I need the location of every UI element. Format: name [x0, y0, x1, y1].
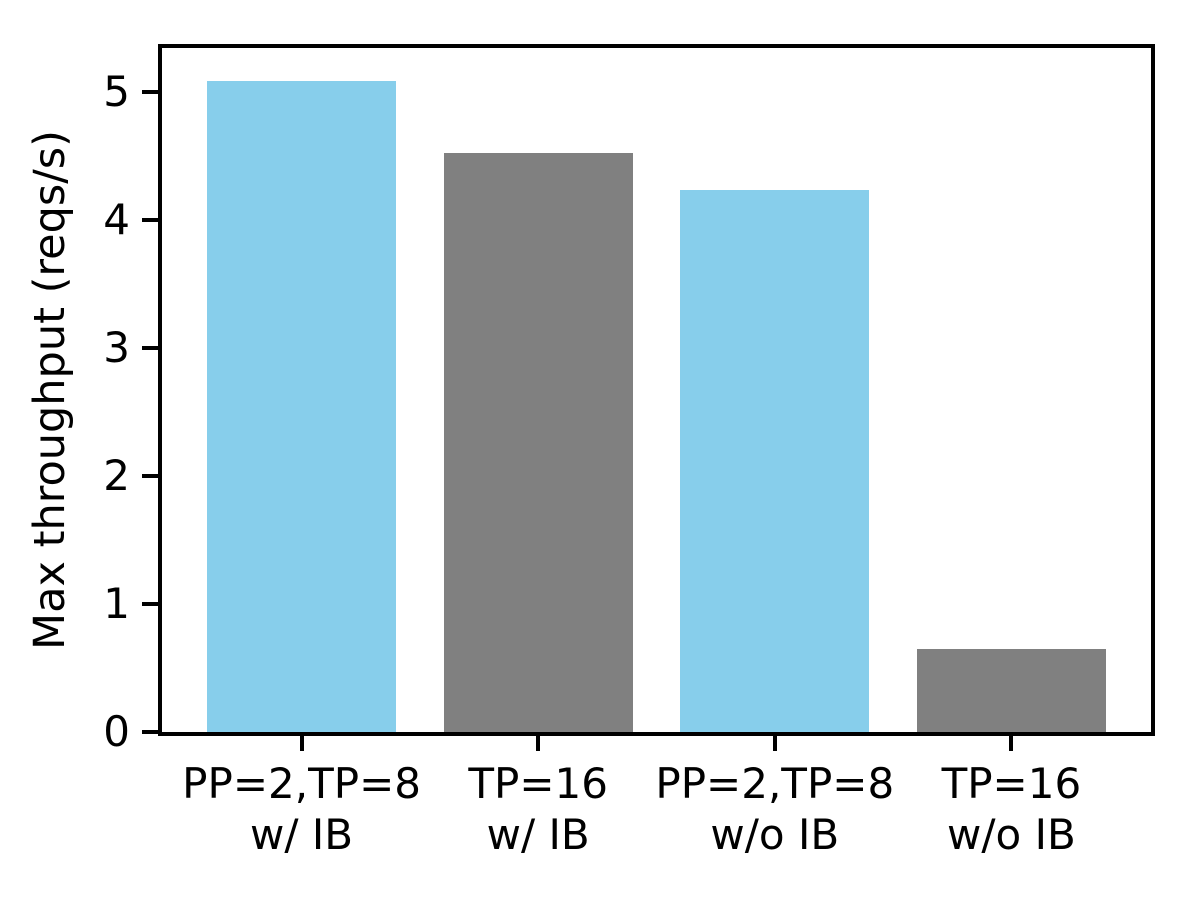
bar [680, 190, 870, 732]
x-tick [772, 736, 777, 751]
x-tick [1009, 736, 1014, 751]
y-tick [142, 601, 158, 606]
plot-area: PP=2,TP=8 w/ IB TP=16 w/ IB PP=2,TP=8 w/o … [103, 44, 1155, 859]
x-tick-label: TP=16 w/ IB [468, 759, 608, 860]
y-tick-label: 4 [103, 194, 130, 244]
bar [916, 648, 1107, 732]
x-tick-label: PP=2,TP=8 w/o IB [655, 759, 895, 860]
x-tick-label: TP=16 w/o IB [941, 759, 1082, 860]
y-tick [142, 217, 158, 222]
y-tick [142, 473, 158, 478]
y-tick [142, 730, 158, 734]
x-tick [299, 736, 304, 751]
y-tick-label: 5 [103, 66, 130, 116]
y-axis-label: Max throughput (reqs/s) [25, 130, 75, 650]
y-tick-label: 2 [103, 450, 130, 500]
y-tick [142, 89, 158, 94]
y-tick-label: 1 [103, 579, 130, 629]
y-tick [142, 345, 158, 350]
x-tick-label: PP=2,TP=8 w/ IB [182, 759, 422, 860]
bar [206, 81, 397, 732]
y-tick-label: 3 [103, 322, 130, 372]
bar [443, 153, 633, 732]
y-tick-label: 0 [103, 707, 130, 757]
x-tick [536, 736, 541, 751]
